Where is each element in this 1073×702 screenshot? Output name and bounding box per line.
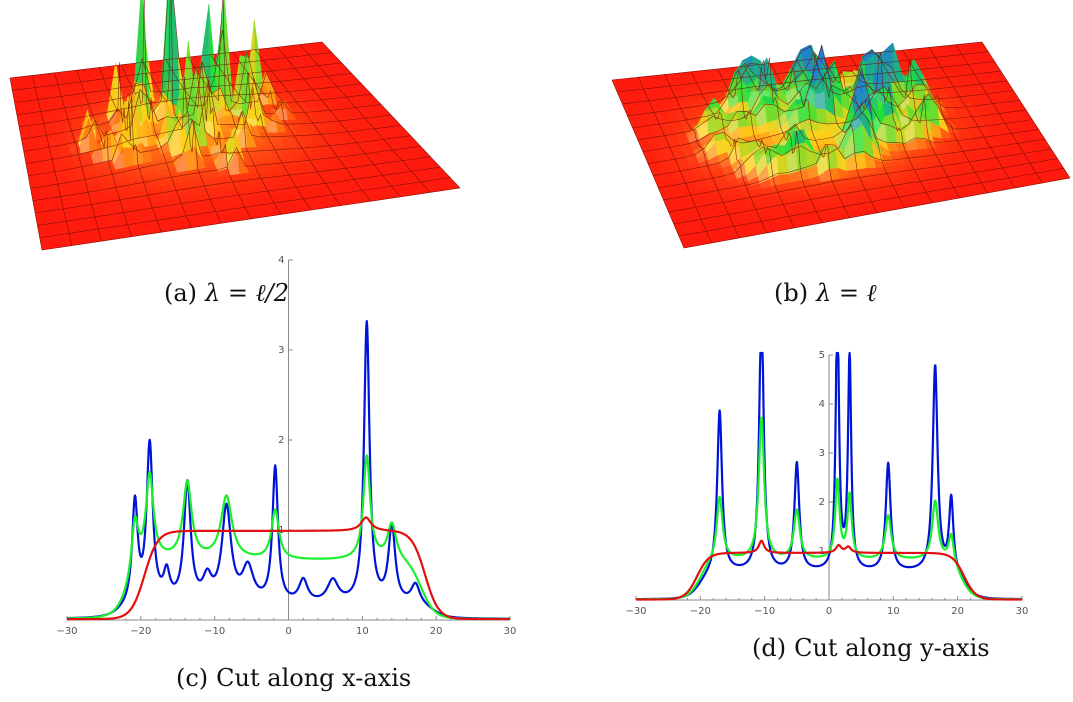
x-tick-label: −20 [130,626,151,635]
line-chart-d: −30 −20 −10 0 10 20 30 1 2 3 4 5 [600,345,1040,625]
caption-b: (b) λ = ℓ [774,279,877,308]
surface-svg-a [9,0,461,251]
y-tick-label: 4 [278,255,284,266]
x-tick-label: −30 [56,626,77,635]
surface-grid [9,0,461,251]
x-tick-label: 0 [826,606,832,617]
y-tick-label: 5 [819,350,825,361]
caption-a: (a) λ = ℓ/2 [164,279,289,308]
y-tick-label: 3 [278,345,284,356]
axes [66,259,511,621]
series-line-red [66,516,511,621]
caption-a-math: λ = ℓ/2 [205,279,289,307]
surface-svg-b [611,41,1071,249]
caption-d-tag: (d) [752,634,787,662]
x-tick-label: 20 [951,606,964,617]
surface-plot-b [600,0,1073,260]
surface-plot-a [0,0,470,260]
y-tick-label: 4 [819,399,825,410]
line-chart-c: −30 −20 −10 0 10 20 30 1 2 3 4 [55,250,525,637]
x-tick-label: 30 [1016,606,1029,617]
x-tick-label: −10 [754,606,775,617]
x-tick-label: 10 [356,626,369,635]
x-tick-label: −10 [204,626,225,635]
surface-grid [611,41,1071,249]
caption-d-text: Cut along y-axis [794,634,990,662]
x-tick-label: 10 [887,606,900,617]
x-tick-label: 0 [285,626,291,635]
caption-d: (d) Cut along y-axis [752,634,990,662]
caption-b-math: λ = ℓ [816,279,877,307]
caption-a-tag: (a) [164,279,198,307]
y-tick-label: 3 [819,448,825,459]
caption-c: (c) Cut along x-axis [176,664,411,692]
caption-c-text: Cut along x-axis [216,664,412,692]
caption-c-tag: (c) [176,664,209,692]
y-tick-label: 2 [819,497,825,508]
x-tick-label: 20 [430,626,443,635]
x-tick-label: −20 [690,606,711,617]
x-tick-label: −30 [625,606,646,617]
axes [635,354,1023,601]
series-line-green [66,454,511,620]
x-tick-label: 30 [504,626,517,635]
series-line-red [635,539,1023,601]
y-tick-label: 2 [278,435,284,446]
caption-b-tag: (b) [774,279,809,307]
